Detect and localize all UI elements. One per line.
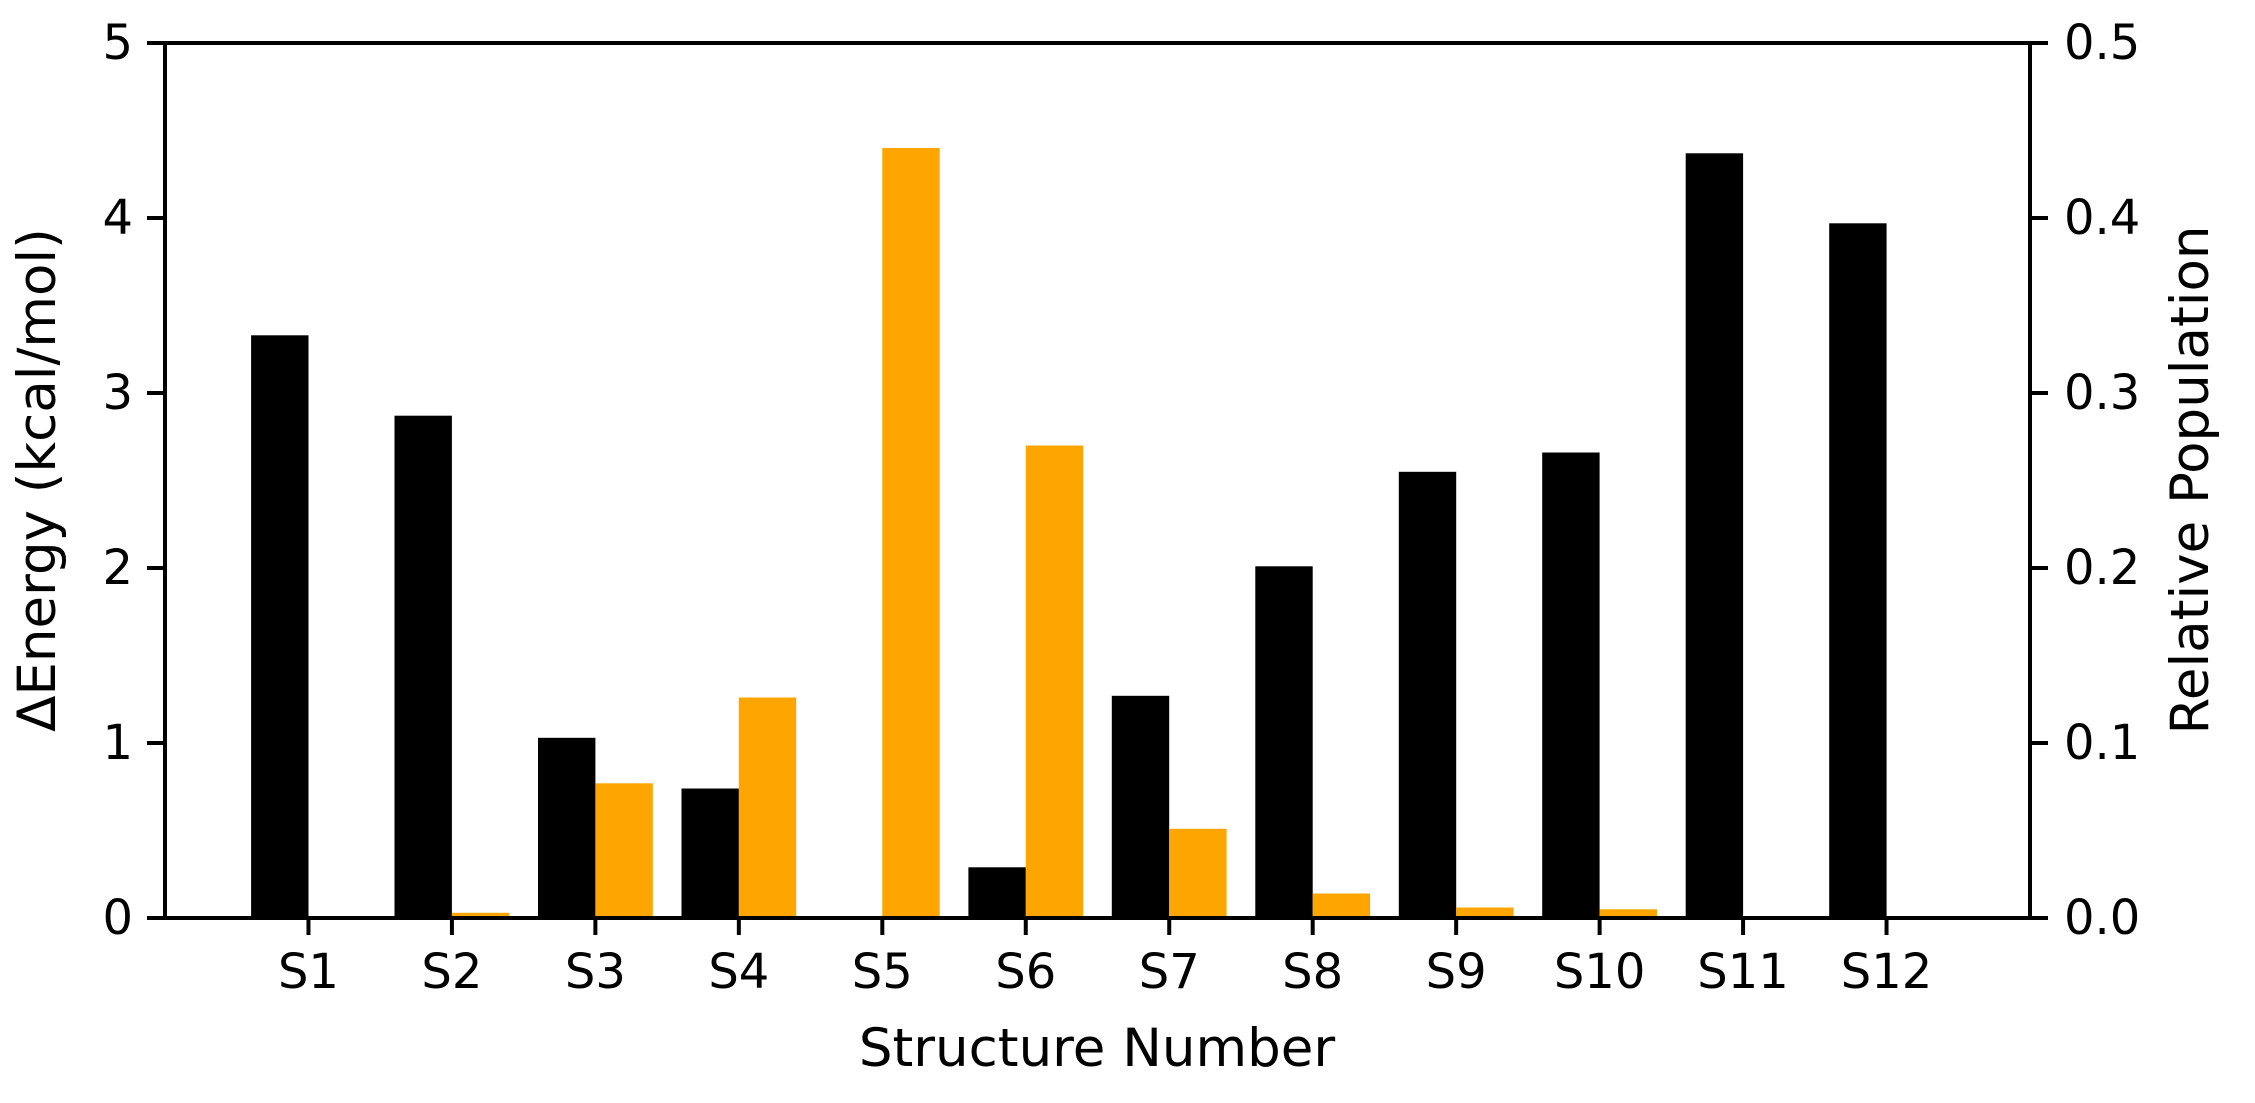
bar-energy-S1	[251, 335, 309, 919]
x-tick-label-S12: S12	[1841, 944, 1933, 1000]
x-tick-label-S5: S5	[852, 944, 913, 1000]
ticks-layer: 0 1 2 3 4 5 0.0 0.1 0.2 0.3 0.4 0.5 S1 S2 S3 S4 S5 S6 S7 S8…	[102, 15, 2140, 1000]
left-tick-label: 2	[102, 540, 133, 596]
x-tick-label-S2: S2	[421, 944, 482, 1000]
bar-population-S6	[1025, 445, 1084, 918]
x-tick-label-S9: S9	[1426, 944, 1487, 1000]
bar-population-S10	[1599, 909, 1657, 919]
plot-spines	[163, 41, 2032, 920]
left-tick-label: 0	[102, 890, 133, 946]
bar-population-S4	[738, 697, 797, 918]
bar-population-S7	[1169, 828, 1227, 919]
bar-population-S9	[1456, 907, 1514, 918]
bar-energy-S2	[394, 415, 452, 918]
left-y-axis-title: ΔEnergy (kcal/mol)	[7, 228, 68, 732]
right-y-axis-title: Relative Population	[2160, 225, 2221, 734]
right-tick-label: 0.3	[2064, 365, 2140, 421]
x-tick-label-S7: S7	[1139, 944, 1200, 1000]
bar-energy-S4	[681, 788, 739, 918]
x-tick-label-S8: S8	[1282, 944, 1343, 1000]
bar-energy-S3	[538, 737, 596, 919]
bar-energy-S10	[1542, 452, 1600, 918]
bar-energy-S12	[1829, 223, 1887, 919]
x-tick-label-S4: S4	[708, 944, 769, 1000]
x-axis-title: Structure Number	[859, 1018, 1336, 1079]
bar-energy-S7	[1111, 695, 1170, 919]
bar-population-S8	[1312, 893, 1371, 918]
right-tick-label: 0.4	[2064, 190, 2140, 246]
bar-population-S2	[451, 912, 510, 919]
right-tick-label: 0.5	[2064, 15, 2140, 71]
x-tick-label-S10: S10	[1554, 944, 1646, 1000]
x-tick-label-S11: S11	[1697, 944, 1789, 1000]
bars-layer	[251, 148, 1887, 919]
left-tick-label: 5	[102, 15, 133, 71]
right-tick-label: 0.0	[2064, 890, 2140, 946]
right-tick-label: 0.2	[2064, 540, 2140, 596]
x-tick-label-S3: S3	[565, 944, 626, 1000]
x-tick-label-S1: S1	[278, 944, 339, 1000]
left-tick-label: 1	[102, 715, 133, 771]
bar-population-S3	[595, 783, 653, 919]
bar-energy-S9	[1398, 471, 1457, 919]
left-tick-label: 3	[102, 365, 133, 421]
left-tick-label: 4	[102, 190, 133, 246]
x-tick-label-S6: S6	[995, 944, 1056, 1000]
bar-energy-S11	[1685, 153, 1744, 919]
bar-energy-S8	[1255, 566, 1313, 919]
bar-population-S5	[882, 148, 940, 918]
bar-energy-S6	[968, 867, 1026, 919]
right-tick-label: 0.1	[2064, 715, 2140, 771]
